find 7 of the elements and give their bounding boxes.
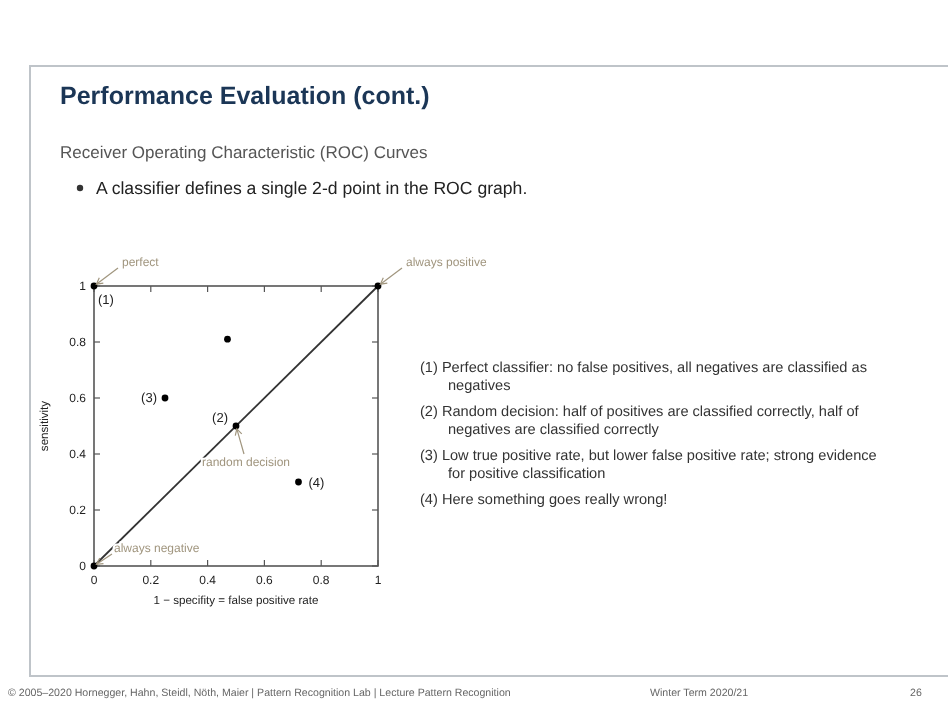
point [224,335,231,343]
point [232,422,240,430]
chart-title: Performance Evaluation (cont.) [60,82,430,110]
point [295,478,302,486]
point [161,394,169,402]
text: A classifier defines a single 2-d point in the ROC graph. [96,178,528,198]
chart-subtitle: Receiver Operating Characteristic (ROC) Curves [60,142,428,162]
